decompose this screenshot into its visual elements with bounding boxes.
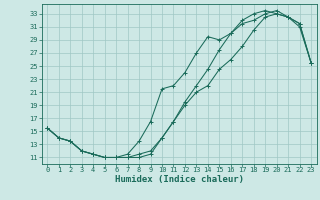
X-axis label: Humidex (Indice chaleur): Humidex (Indice chaleur) bbox=[115, 175, 244, 184]
